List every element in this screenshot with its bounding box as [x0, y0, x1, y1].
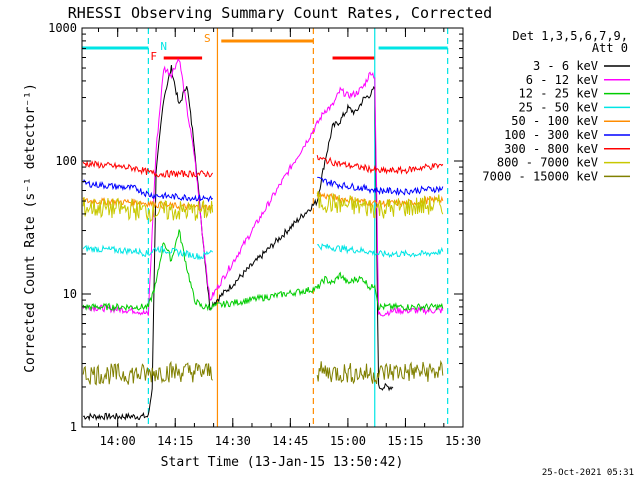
- status-bars: [82, 39, 448, 60]
- flag-labels: NF S: [150, 32, 210, 63]
- x-tick-label: 15:15: [387, 434, 423, 448]
- legend-label: 300 - 800 keV: [504, 142, 598, 156]
- flag-label: N: [160, 40, 167, 53]
- x-tick-label: 14:45: [272, 434, 308, 448]
- legend-label: 100 - 300 keV: [504, 128, 598, 142]
- legend-label: 50 - 100 keV: [511, 114, 598, 128]
- x-tick-label: 14:15: [157, 434, 193, 448]
- legend-label: 800 - 7000 keV: [497, 156, 598, 170]
- x-tick-label: 15:30: [445, 434, 481, 448]
- legend-label: 6 - 12 keV: [526, 73, 598, 87]
- x-tick-label: 15:00: [330, 434, 366, 448]
- y-tick-label: 1: [70, 420, 77, 434]
- series-line: [83, 64, 394, 422]
- series-line: [82, 176, 444, 203]
- legend-header-line-2: Att 0: [592, 41, 628, 55]
- legend-label: 25 - 50 keV: [519, 100, 598, 114]
- series-layer: [82, 58, 444, 422]
- series-line: [82, 58, 444, 317]
- vertical-markers: [147, 28, 449, 427]
- legend-header-line-1: Det 1,3,5,6,7,9,: [512, 29, 628, 43]
- x-tick-label: 14:30: [215, 434, 251, 448]
- y-tick-label: 10: [63, 287, 77, 301]
- series-line: [82, 154, 444, 179]
- legend-label: 3 - 6 keV: [533, 59, 598, 73]
- y-tick-label: 100: [55, 154, 77, 168]
- y-tick-label: 1000: [48, 21, 77, 35]
- legend-label: 7000 - 15000 keV: [482, 169, 598, 183]
- legend-label: 12 - 25 keV: [519, 87, 598, 101]
- x-axis: 14:00 14:15 14:30 14:45 15:00 15:15 15:30: [97, 28, 481, 448]
- plot-frame: [81, 27, 464, 428]
- x-axis-label: Start Time (13-Jan-15 13:50:42): [161, 455, 404, 470]
- plot-area: 1 10 100 1000 14:00 14:15 14:30 14:45 15:00 15:1…: [48, 21, 481, 448]
- series-line: [82, 243, 444, 261]
- series-line: [82, 359, 444, 386]
- footer-date: 25-Oct-2021 05:31: [542, 468, 634, 478]
- series-line: [82, 229, 444, 313]
- x-tick-label: 14:00: [100, 434, 136, 448]
- flag-label: F: [150, 50, 157, 63]
- y-axis: 1 10 100 1000: [48, 21, 463, 434]
- series-line: [82, 190, 444, 223]
- flag-label: S: [204, 32, 211, 45]
- chart-title: RHESSI Observing Summary Count Rates, Co…: [68, 4, 492, 22]
- y-axis-label: Corrected Count Rate (s⁻¹ detector⁻¹): [23, 83, 38, 373]
